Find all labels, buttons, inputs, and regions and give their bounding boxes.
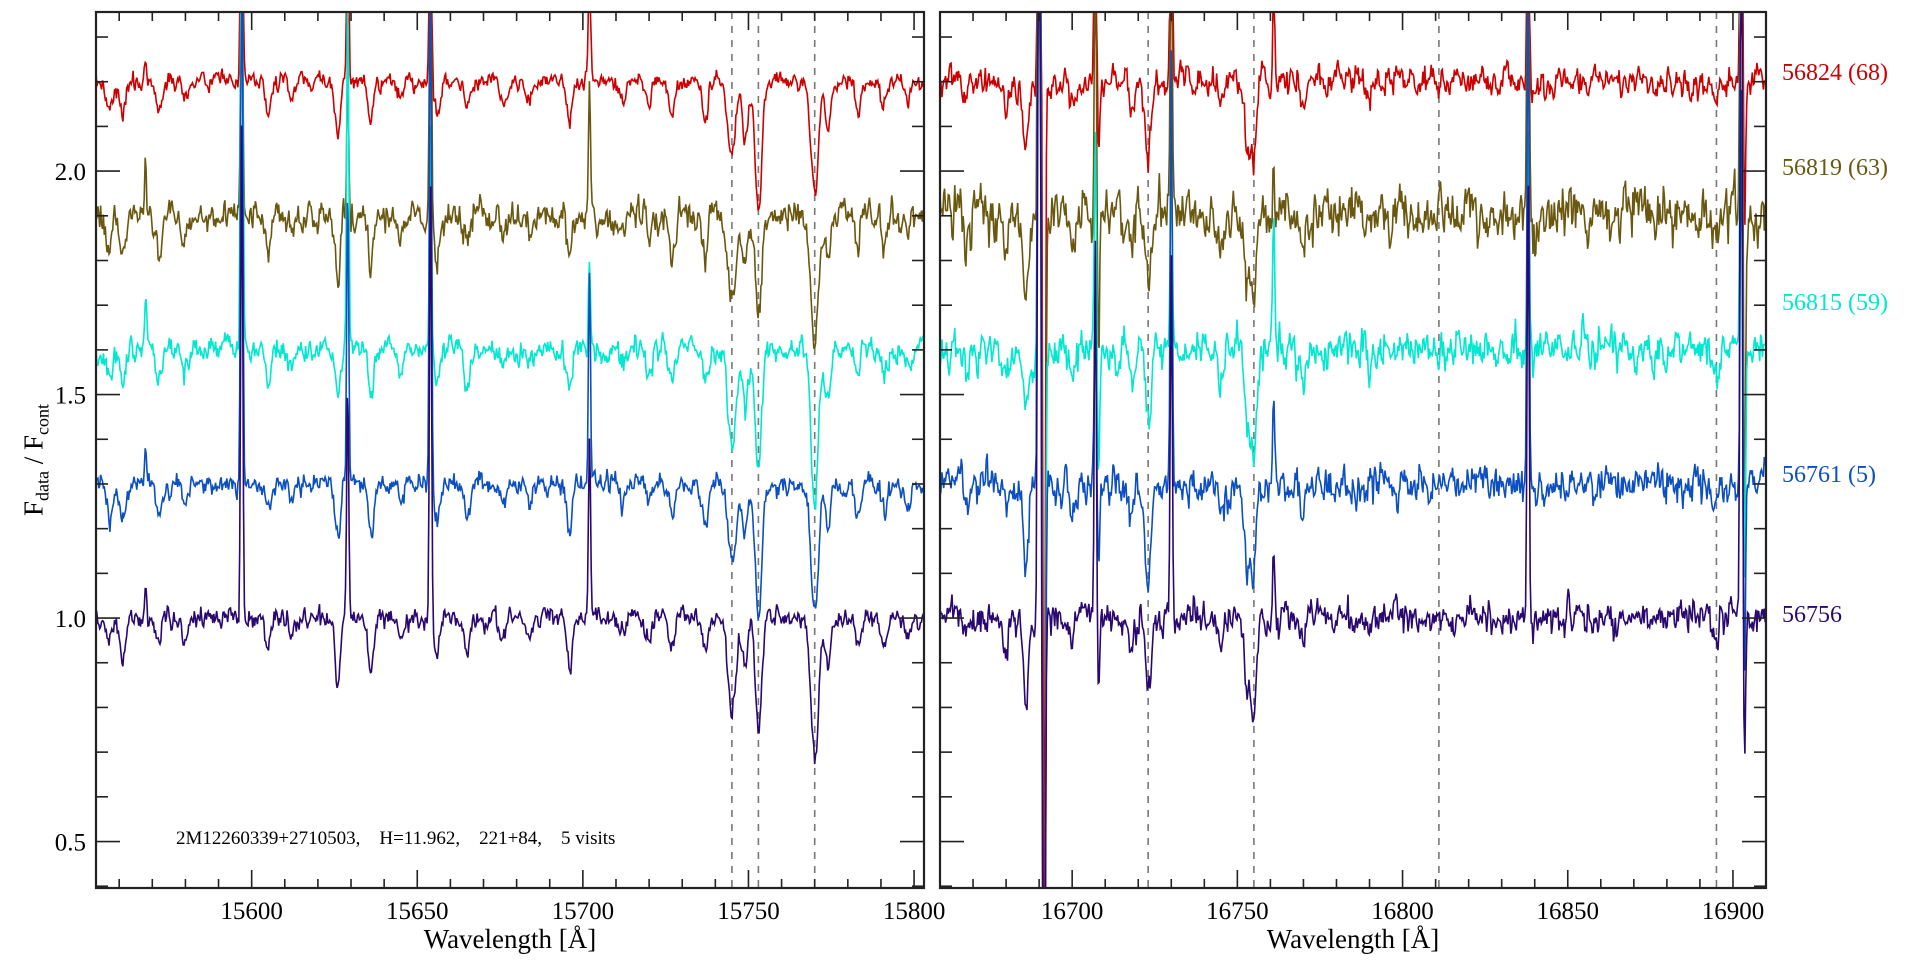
legend-label-56815: 56815 (59) <box>1782 290 1888 316</box>
spectrum-line-56815-panel-1 <box>940 12 1766 888</box>
x-tick-label-16850: 16850 <box>1537 898 1600 925</box>
spectrum-line-56824-panel-0 <box>96 12 924 211</box>
star-info-annotation: 2M12260339+2710503, H=11.962, 221+84, 5 … <box>176 828 616 849</box>
x-tick-label-16900: 16900 <box>1702 898 1765 925</box>
x-tick-label-15650: 15650 <box>386 898 449 925</box>
legend-label-56761: 56761 (5) <box>1782 462 1876 488</box>
y-tick-label-1.5: 1.5 <box>55 383 86 410</box>
x-tick-label-16700: 16700 <box>1041 898 1104 925</box>
spectrum-line-56824-panel-1 <box>940 12 1766 888</box>
x-tick-label-15600: 15600 <box>220 898 283 925</box>
y-tick-label-0.5: 0.5 <box>55 830 86 857</box>
panel-1-plot-area <box>940 12 1766 888</box>
legend-label-56819: 56819 (63) <box>1782 155 1888 181</box>
x-tick-label-15750: 15750 <box>717 898 780 925</box>
spectrum-line-56819-panel-1 <box>940 12 1766 888</box>
legend-label-56756: 56756 <box>1782 602 1842 628</box>
panel-0-plot-area <box>96 12 924 888</box>
x-tick-label-16800: 16800 <box>1371 898 1434 925</box>
legend-label-56824: 56824 (68) <box>1782 60 1888 86</box>
spectrum-line-56761-panel-0 <box>96 12 924 622</box>
spectrum-line-56756-panel-1 <box>940 12 1766 888</box>
y-tick-label-2.0: 2.0 <box>55 159 86 186</box>
x-tick-label-16750: 16750 <box>1206 898 1269 925</box>
x-axis-title-right: Wavelength [Å] <box>1266 924 1440 954</box>
x-tick-label-15700: 15700 <box>552 898 615 925</box>
spectrum-line-56756-panel-0 <box>96 125 924 765</box>
x-axis-title-left: Wavelength [Å] <box>423 924 597 954</box>
panel-1-frame <box>938 10 1768 890</box>
panel-0-frame <box>94 10 926 890</box>
x-tick-label-15800: 15800 <box>883 898 946 925</box>
y-tick-label-1.0: 1.0 <box>55 606 86 633</box>
spectrum-line-56815-panel-0 <box>96 12 924 510</box>
y-axis-title: Fdata / Fcont <box>18 403 53 517</box>
spectrum-line-56761-panel-1 <box>940 12 1766 888</box>
spectrum-line-56819-panel-0 <box>96 12 924 349</box>
